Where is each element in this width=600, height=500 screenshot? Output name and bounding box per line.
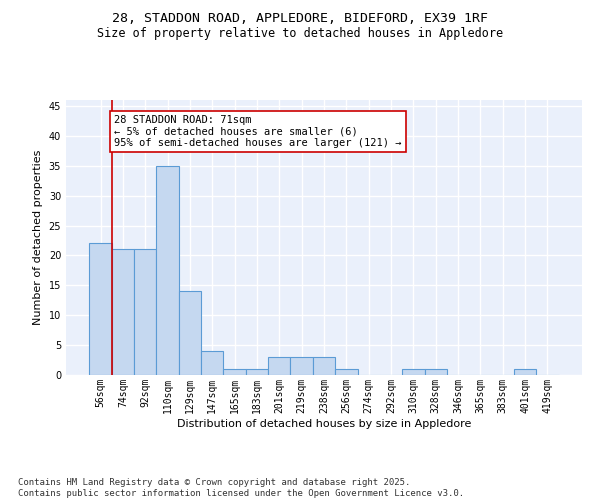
Text: Contains HM Land Registry data © Crown copyright and database right 2025.
Contai: Contains HM Land Registry data © Crown c… xyxy=(18,478,464,498)
Text: Size of property relative to detached houses in Appledore: Size of property relative to detached ho… xyxy=(97,28,503,40)
Bar xyxy=(201,351,223,375)
Bar xyxy=(514,369,536,375)
Bar xyxy=(112,250,134,375)
Bar xyxy=(134,250,157,375)
Bar xyxy=(290,357,313,375)
Bar xyxy=(313,357,335,375)
Bar xyxy=(268,357,290,375)
Bar xyxy=(179,292,201,375)
Bar xyxy=(157,166,179,375)
Bar xyxy=(335,369,358,375)
Bar xyxy=(89,244,112,375)
Bar xyxy=(425,369,447,375)
Text: 28, STADDON ROAD, APPLEDORE, BIDEFORD, EX39 1RF: 28, STADDON ROAD, APPLEDORE, BIDEFORD, E… xyxy=(112,12,488,26)
Bar xyxy=(402,369,425,375)
Text: 28 STADDON ROAD: 71sqm
← 5% of detached houses are smaller (6)
95% of semi-detac: 28 STADDON ROAD: 71sqm ← 5% of detached … xyxy=(115,115,402,148)
Bar xyxy=(246,369,268,375)
Y-axis label: Number of detached properties: Number of detached properties xyxy=(33,150,43,325)
X-axis label: Distribution of detached houses by size in Appledore: Distribution of detached houses by size … xyxy=(177,418,471,428)
Bar xyxy=(223,369,246,375)
